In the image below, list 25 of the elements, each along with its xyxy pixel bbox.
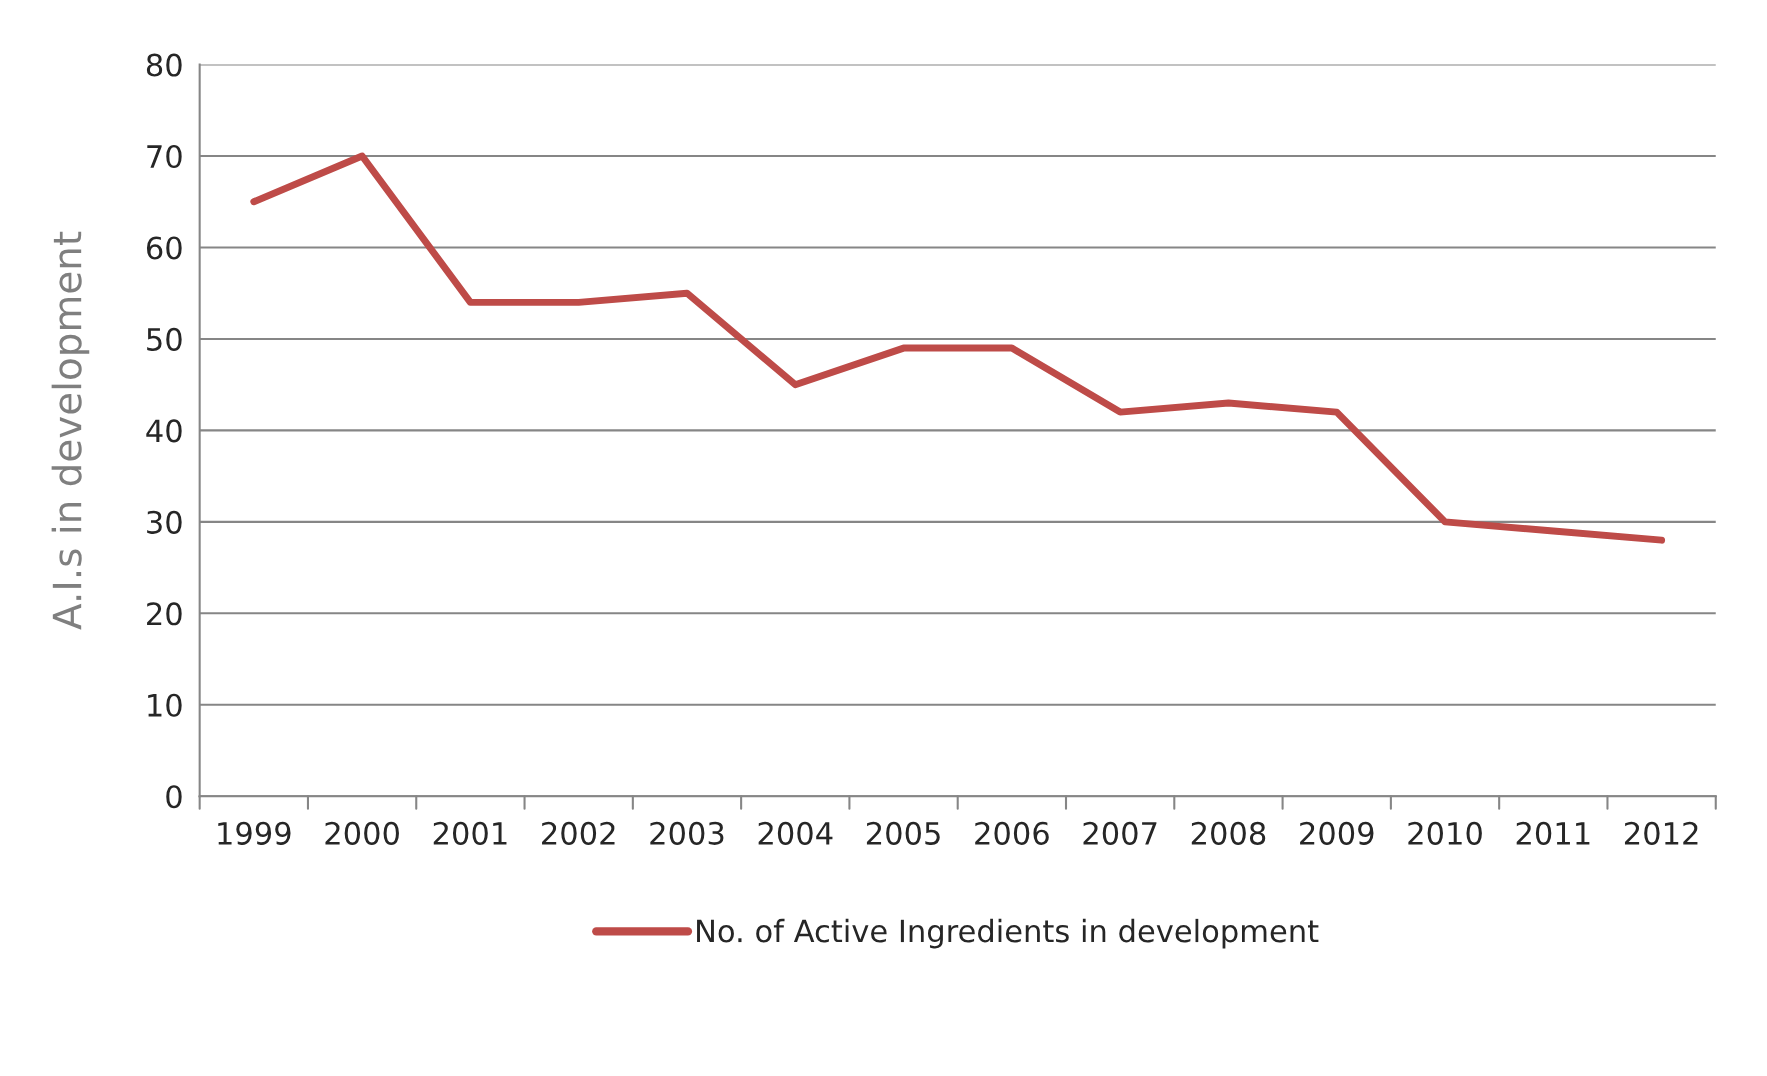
x-tick-label: 2006 (975, 821, 1049, 845)
legend-label: No. of Active Ingredients in development (697, 918, 1319, 949)
y-tick-label: 60 (146, 236, 182, 260)
x-tick-label: 2004 (758, 821, 833, 845)
x-tick-label: 2003 (650, 821, 724, 845)
x-tick-label: 2008 (1191, 821, 1266, 845)
x-tick-label: 2010 (1408, 821, 1482, 845)
x-tick-label: 2005 (866, 821, 940, 845)
x-tick-label: 2000 (325, 821, 399, 845)
y-tick-label: 0 (166, 785, 182, 809)
y-tick-label: 20 (147, 602, 182, 626)
y-tick-label: 50 (147, 327, 182, 351)
x-tick-label: 2011 (1516, 821, 1590, 845)
y-tick-label: 10 (148, 693, 182, 717)
x-tick-label: 2009 (1300, 821, 1374, 845)
x-tick-label: 2007 (1083, 821, 1157, 845)
x-tick-label: 2012 (1624, 821, 1698, 845)
y-axis-title: A.I.s in development (51, 231, 90, 630)
x-tick-label: 1999 (218, 821, 291, 845)
y-tick-label: 30 (147, 510, 182, 534)
y-tick-label: 80 (146, 53, 182, 77)
x-tick-label: 2001 (433, 821, 507, 845)
y-tick-label: 40 (146, 419, 182, 443)
y-tick-label: 70 (147, 144, 182, 169)
x-tick-label: 2002 (542, 821, 615, 845)
